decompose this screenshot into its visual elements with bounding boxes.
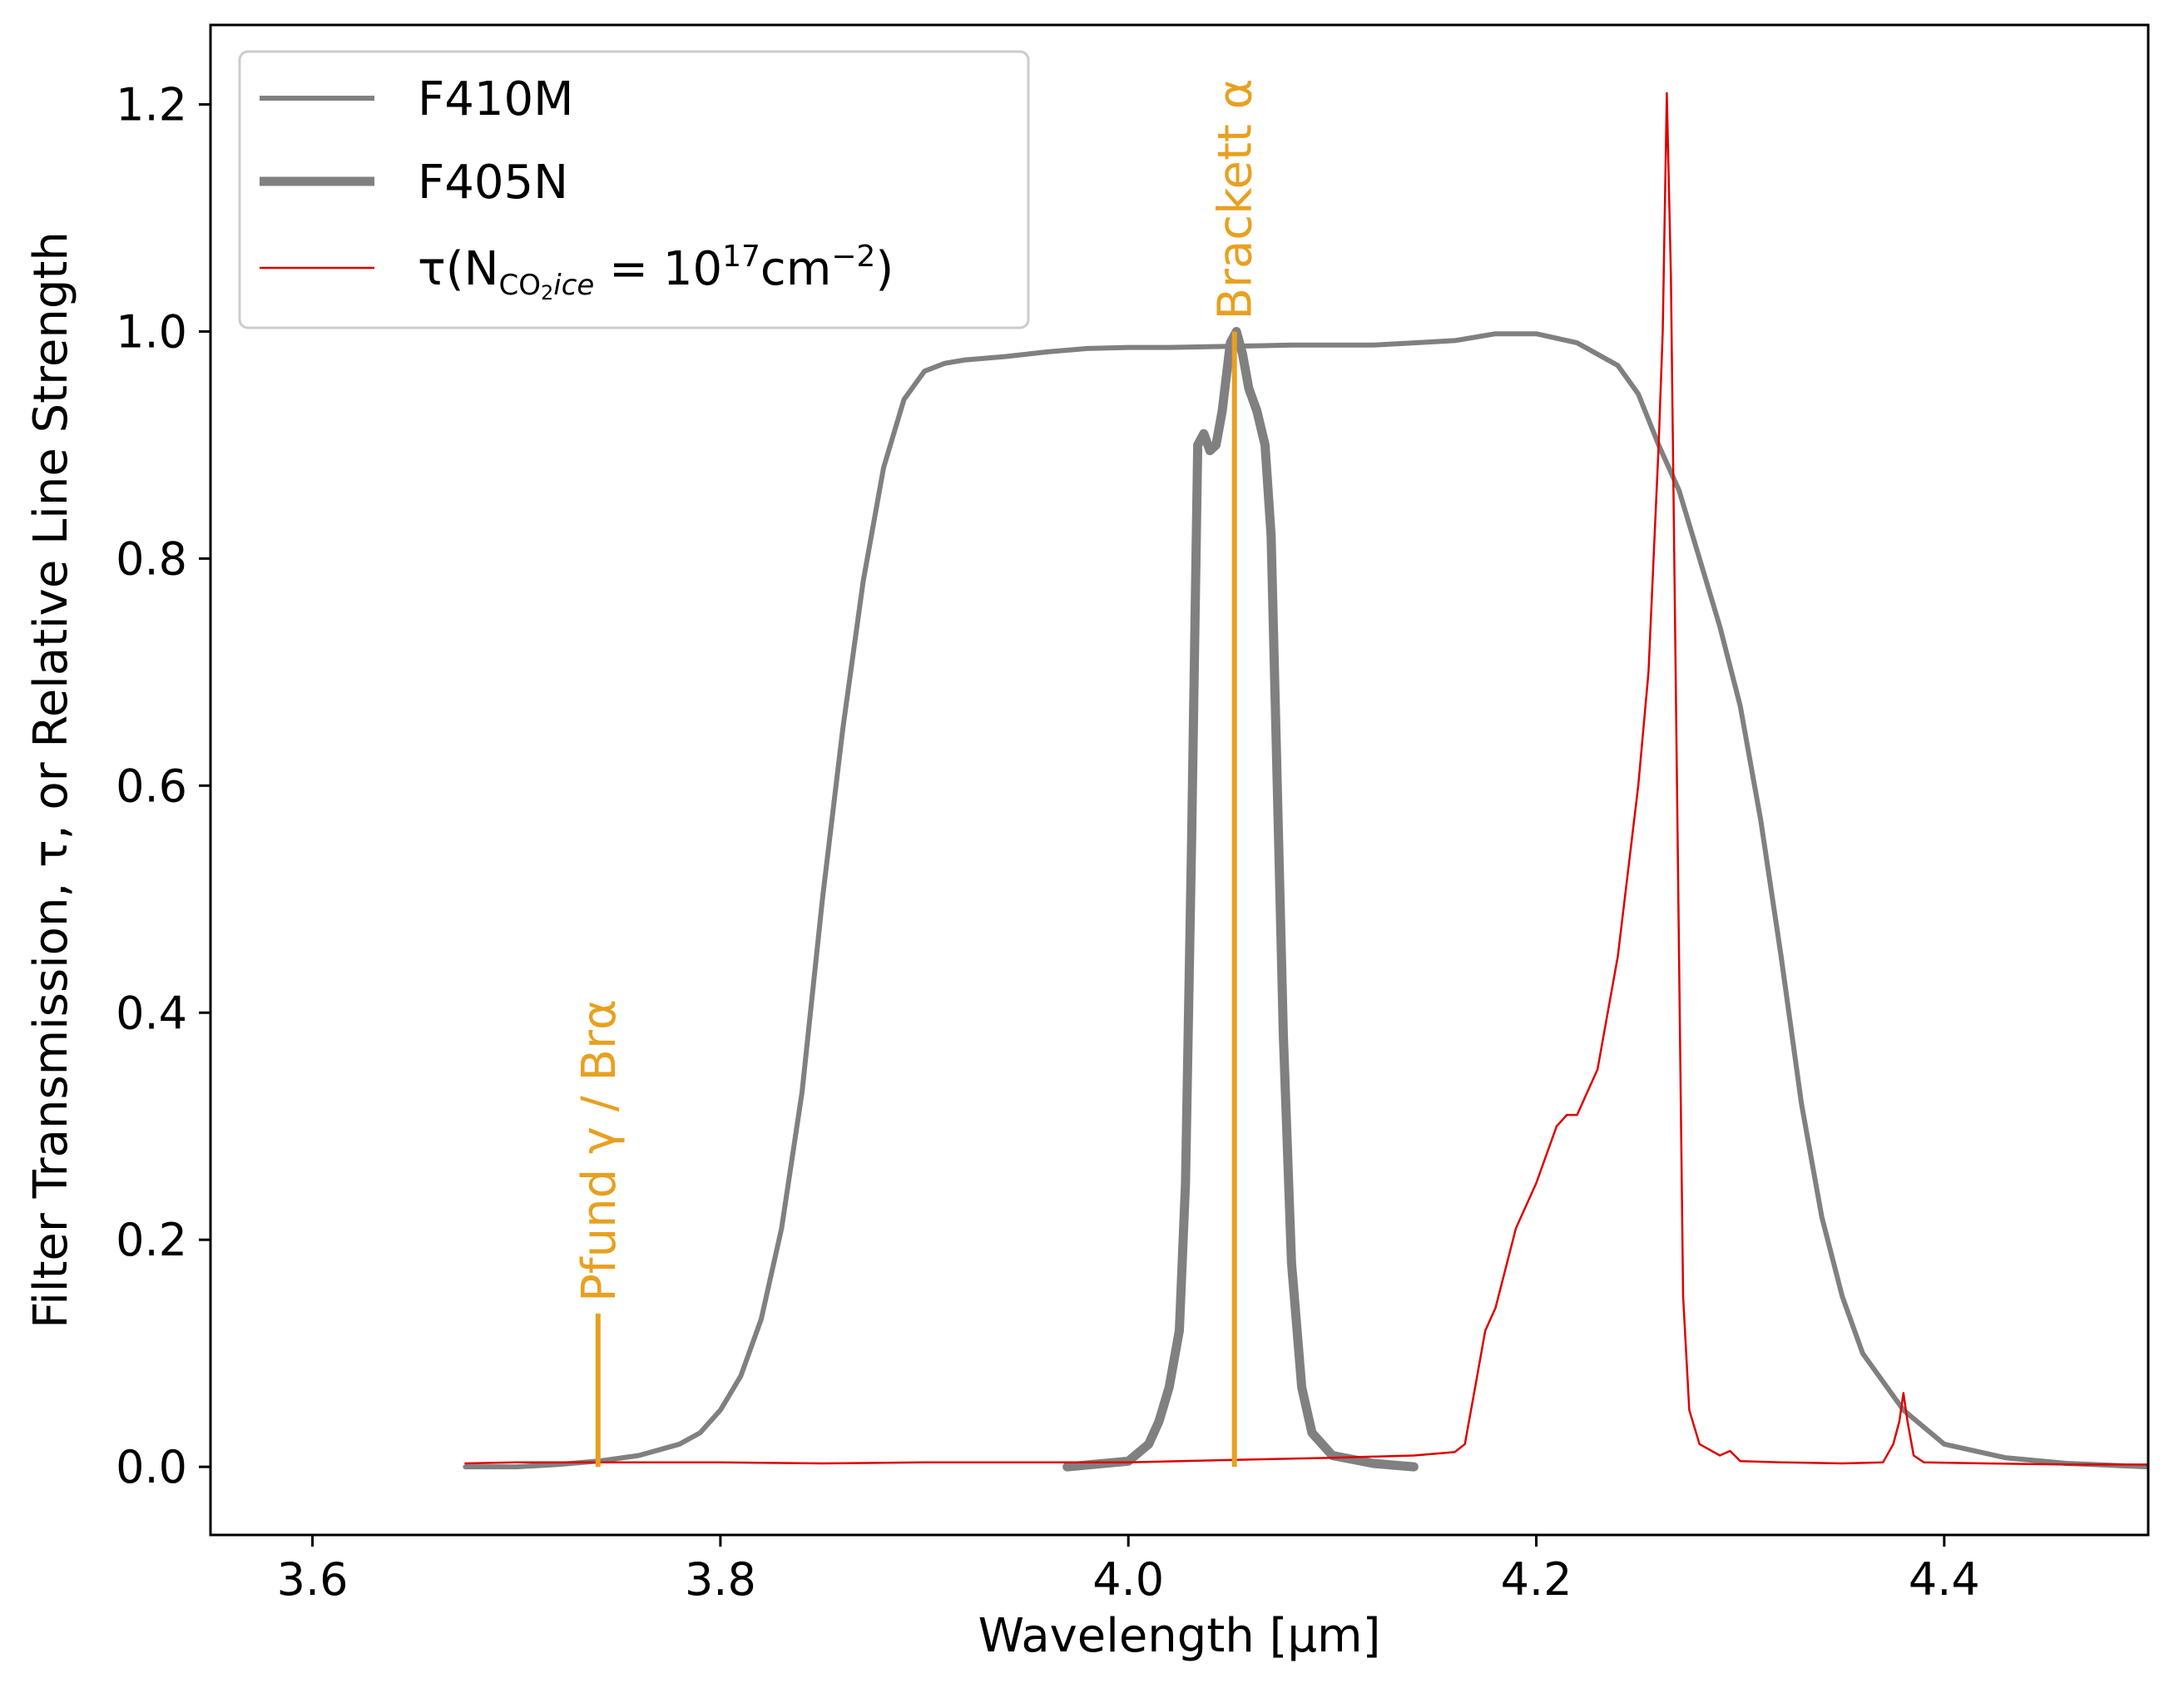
legend-tau-sup: 17 <box>722 240 760 274</box>
legend-tau-close: ) <box>875 242 894 296</box>
x-tick-label: 4.2 <box>1501 1553 1572 1606</box>
legend-box <box>238 50 1030 329</box>
y-tick-label: 0.6 <box>116 760 187 812</box>
annotation-layer: Brackett α Pfund γ / Brα <box>572 78 1263 1468</box>
x-tick-label: 3.6 <box>277 1553 349 1606</box>
legend-tau-sub: CO <box>498 269 541 302</box>
legend-tau-sup2: −2 <box>831 240 875 274</box>
brackett-alpha-label: Brackett α <box>1209 78 1263 319</box>
legend-tau-sub2: 2 <box>541 281 553 304</box>
legend-tau-unit: cm <box>760 242 831 296</box>
legend-tau-eq: = 10 <box>594 242 722 296</box>
y-tick-label: 0.8 <box>116 532 187 585</box>
tick-layer: 3.6 3.8 4.0 4.2 4.4 0.0 0.2 0.4 0.6 0.8 1.0 1.2 <box>116 79 1980 1606</box>
legend-label-f410m: F410M <box>418 72 573 126</box>
y-tick-label: 0.4 <box>116 987 187 1039</box>
pfund-gamma-label: Pfund γ / Brα <box>572 999 626 1302</box>
series-line-f410m <box>463 331 2148 1470</box>
x-tick-label: 4.4 <box>1909 1553 1980 1606</box>
x-axis-label: Wavelength [μm] <box>978 1609 1381 1663</box>
x-tick-label: 4.0 <box>1092 1553 1164 1606</box>
y-axis-label: Filter Transmission, τ, or Relative Line… <box>24 231 78 1329</box>
y-tick-label: 0.2 <box>116 1214 187 1266</box>
legend-tau-prefix: τ(N <box>418 242 498 296</box>
x-tick-label: 3.8 <box>685 1553 756 1606</box>
legend-label-f405n: F405N <box>418 156 568 210</box>
y-tick-label: 1.2 <box>116 79 187 131</box>
legend-tau-sub3: ice <box>553 269 594 302</box>
legend: F410M F405N τ(NCO2ice = 1017cm−2) <box>238 50 1030 329</box>
plot-frame <box>209 23 2150 1537</box>
y-tick-label: 1.0 <box>116 305 187 358</box>
legend-label-tau: τ(NCO2ice = 1017cm−2) <box>418 240 894 304</box>
series-line-tau <box>464 92 2148 1466</box>
y-tick-label: 0.0 <box>116 1441 187 1493</box>
